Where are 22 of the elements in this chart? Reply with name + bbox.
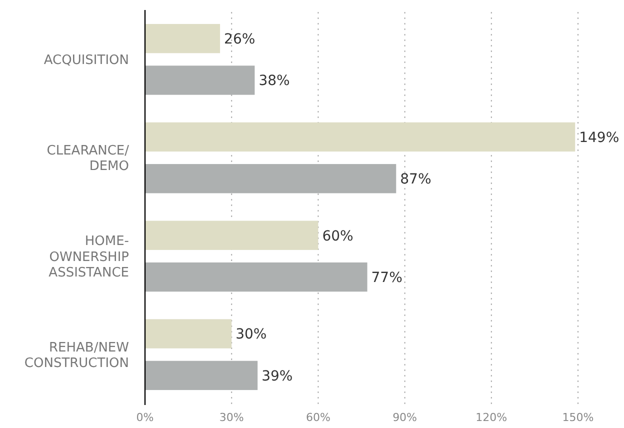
data-label: 87% [400,172,432,188]
bar [145,24,220,54]
data-label: 77% [371,270,402,286]
data-label: 60% [322,228,354,244]
data-label: 38% [258,73,290,90]
x-tick-label: 60% [306,411,330,424]
x-tick-label: 30% [219,411,244,424]
y-tick-label: REHAB/NEW CONSTRUCTION [24,340,130,371]
y-tick-label: CLEARANCE/ DEMO [46,144,130,174]
x-tick-label: 0% [136,411,154,424]
bar [145,122,576,152]
x-tick-label: 90% [392,411,418,424]
x-tick-label: 120% [476,411,508,424]
y-tick-label: HOME- OWNERSHIP ASSISTANCE [48,234,130,280]
data-label: 30% [236,326,267,343]
data-label: 39% [262,368,293,384]
data-label: 149% [579,130,620,146]
data-label: 26% [224,31,256,48]
bar [145,319,232,348]
x-tick-label: 150% [562,411,594,424]
y-tick-label: ACQUISITION [44,52,129,68]
bar [145,220,318,250]
